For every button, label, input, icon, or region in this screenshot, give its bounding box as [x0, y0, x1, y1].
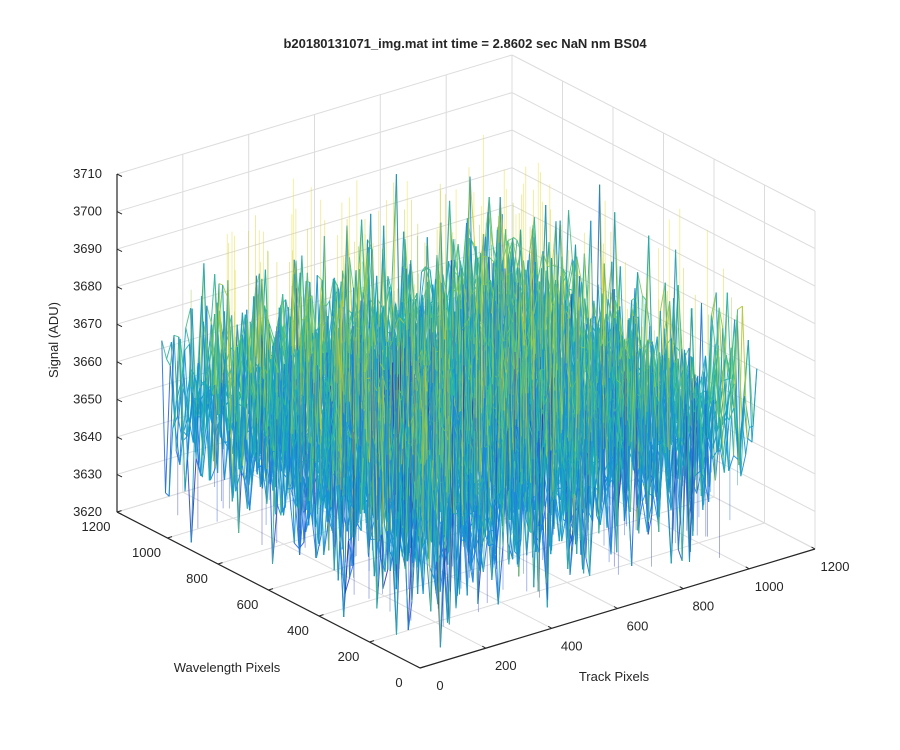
surface-segment — [382, 248, 388, 334]
surface-segment — [325, 300, 331, 307]
surface-segment — [391, 174, 397, 291]
surface-segment — [445, 284, 450, 318]
surface-segment — [512, 238, 519, 268]
grid-line-y — [369, 522, 765, 643]
surface-segment — [166, 341, 172, 360]
surface-segment — [486, 256, 491, 295]
surface-segment — [514, 282, 519, 300]
surface-segment — [579, 253, 585, 354]
surface-segment — [492, 245, 498, 261]
surface-segment — [452, 239, 459, 273]
surface-segment — [576, 256, 582, 283]
surface-segment — [185, 327, 190, 345]
surface-segment — [387, 275, 393, 291]
surface-segment — [637, 272, 643, 296]
surface-segment — [461, 222, 468, 281]
surface-segment — [568, 210, 573, 260]
surface-segment — [419, 266, 426, 306]
surface-segment — [562, 268, 567, 276]
surface-segment — [404, 272, 409, 330]
surface-segment — [631, 297, 636, 301]
surface-segment — [488, 197, 494, 246]
surface-segment — [316, 274, 323, 281]
surface-segment — [568, 260, 575, 290]
surface-segment — [487, 212, 494, 246]
surface-segment — [614, 212, 619, 347]
surface-segment — [607, 289, 614, 322]
surface-segment — [485, 279, 491, 286]
surface-segment — [386, 331, 391, 334]
surface-segment — [512, 236, 518, 241]
surface-segment — [335, 281, 342, 329]
surface-segment — [488, 256, 494, 262]
surface-segment — [527, 225, 534, 308]
surface-segment — [166, 358, 171, 367]
surface-segment — [583, 253, 589, 318]
surface-segment — [362, 253, 369, 293]
surface-segment — [184, 343, 190, 351]
surface-segment — [642, 295, 647, 301]
surface-segment — [561, 256, 568, 425]
surface-segment — [185, 307, 192, 328]
signal-surface — [161, 135, 758, 648]
surface-mesh — [161, 135, 758, 648]
surface-segment — [389, 286, 394, 318]
surface-segment — [561, 256, 566, 323]
